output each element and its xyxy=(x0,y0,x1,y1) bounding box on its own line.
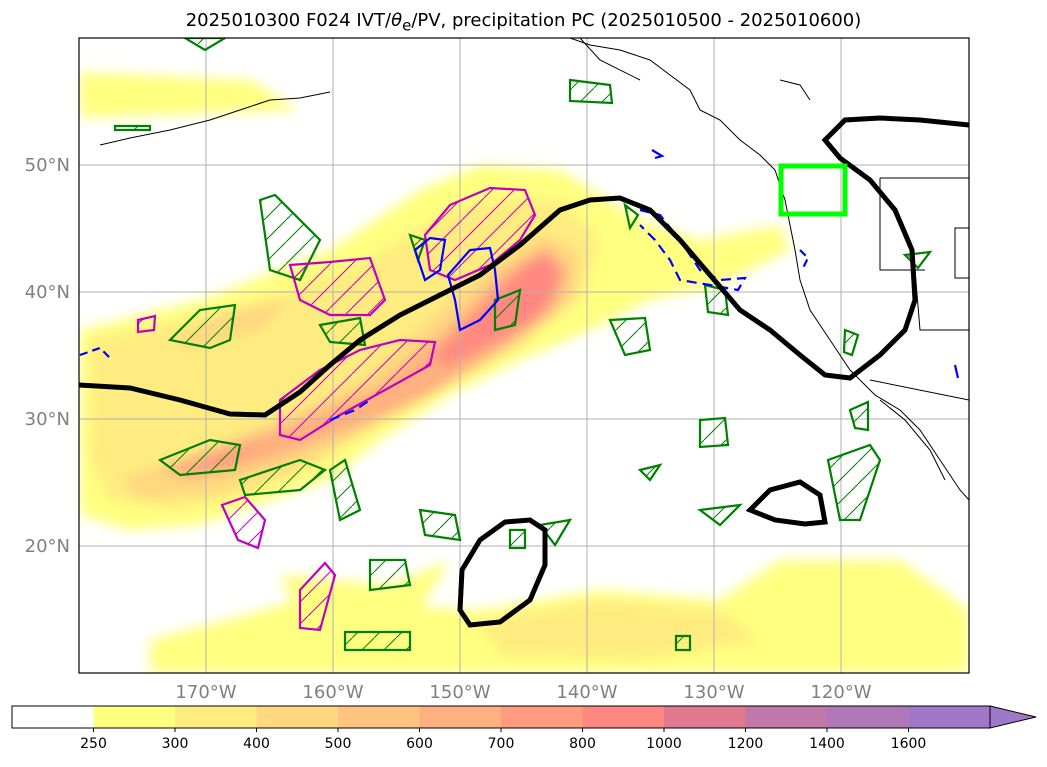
ivt-region xyxy=(79,72,300,118)
green-contour xyxy=(318,316,367,347)
blue-contour xyxy=(413,236,447,282)
lon-label: 120°W xyxy=(810,682,871,703)
colorbar-segment xyxy=(419,706,502,728)
blue-contour xyxy=(799,249,810,271)
colorbar-labels: 250 300 400 500 600 700 800 1000 1200 1400 1600 xyxy=(80,728,926,752)
colorbar-segment xyxy=(664,706,746,728)
green-contour xyxy=(493,288,522,332)
blue-contour xyxy=(329,399,371,422)
magenta-contour xyxy=(423,186,537,282)
blue-contour xyxy=(79,346,111,359)
region-box xyxy=(778,163,848,217)
blue-contour xyxy=(953,364,960,379)
magenta-contour xyxy=(278,338,437,442)
green-contour xyxy=(568,78,614,105)
magenta-contour xyxy=(136,314,157,334)
green-contour xyxy=(368,558,412,592)
colorbar-segment xyxy=(12,706,94,728)
ivt-region xyxy=(120,235,580,500)
colorbar-label: 400 xyxy=(243,736,270,752)
lat-label: 30°N xyxy=(25,409,70,430)
green-contour xyxy=(343,630,412,652)
lat-label: 40°N xyxy=(25,282,70,303)
green-contour xyxy=(842,328,860,357)
lat-label: 20°N xyxy=(25,536,70,557)
green-contour xyxy=(258,193,322,282)
map-title: 2025010300 F024 IVT/θe/PV, precipitation… xyxy=(185,10,862,35)
green-contour xyxy=(826,443,882,522)
colorbar-label: 600 xyxy=(406,736,433,752)
colorbar-label: 500 xyxy=(325,736,352,752)
lon-label: 150°W xyxy=(429,682,490,703)
colorbar-segment xyxy=(827,706,909,728)
colorbar-segment xyxy=(256,706,339,728)
colorbar-label: 700 xyxy=(488,736,515,752)
magenta-contours xyxy=(136,186,537,632)
black-contour xyxy=(79,115,969,418)
lon-label: 160°W xyxy=(302,682,363,703)
colorbar-segment xyxy=(908,706,991,728)
magenta-contour xyxy=(298,561,337,632)
green-contour xyxy=(182,38,228,52)
colorbar-segment xyxy=(93,706,176,728)
green-contour xyxy=(418,508,462,542)
green-contour xyxy=(674,634,692,652)
lon-label: 140°W xyxy=(556,682,617,703)
colorbar-label: 800 xyxy=(569,736,596,752)
green-contour xyxy=(508,528,527,550)
green-contour xyxy=(167,303,237,350)
blue-contours xyxy=(79,149,960,422)
lon-label: 130°W xyxy=(683,682,744,703)
green-contour xyxy=(608,316,652,357)
lat-labels: 50°N 40°N 30°N 20°N xyxy=(25,155,70,557)
black-contour xyxy=(745,479,828,527)
blue-contour xyxy=(651,149,665,160)
magenta-contour xyxy=(220,495,267,550)
colorbar-segment xyxy=(745,706,828,728)
lon-label: 170°W xyxy=(175,682,236,703)
colorbar-label: 250 xyxy=(80,736,107,752)
colorbar-extend-arrow xyxy=(989,705,1037,729)
colorbar xyxy=(11,705,1037,729)
colorbar-label: 1200 xyxy=(728,736,764,752)
colorbar-label: 1600 xyxy=(891,736,927,752)
green-contour xyxy=(697,503,744,527)
lat-label: 50°N xyxy=(25,155,70,176)
green-contour xyxy=(848,400,870,432)
green-contour xyxy=(157,438,242,477)
lon-labels: 170°W 160°W 150°W 140°W 130°W 120°W xyxy=(175,682,871,703)
black-contour xyxy=(457,517,548,628)
colorbar-segment xyxy=(338,706,420,728)
green-contour xyxy=(623,202,640,231)
blue-contour xyxy=(446,246,500,332)
colorbar-label: 300 xyxy=(162,736,189,752)
map-frame xyxy=(78,37,970,674)
coastline xyxy=(99,38,969,501)
green-contour xyxy=(698,416,730,449)
colorbar-label: 1400 xyxy=(809,736,845,752)
colorbar-segment xyxy=(175,706,257,728)
colorbar-segment xyxy=(582,706,665,728)
colorbar-segment xyxy=(501,706,583,728)
green-contour xyxy=(238,458,328,497)
green-contour xyxy=(637,463,663,482)
colorbar-label: 1000 xyxy=(646,736,682,752)
green-contour xyxy=(113,124,152,132)
magenta-contour xyxy=(288,256,387,317)
black-contours xyxy=(79,115,969,628)
green-contour xyxy=(328,458,362,522)
